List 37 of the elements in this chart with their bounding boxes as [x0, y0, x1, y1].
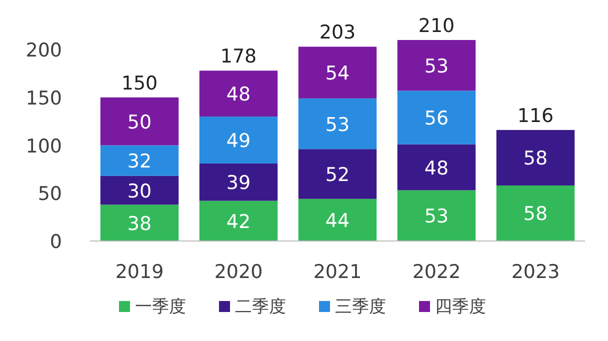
data-label: 44 [325, 210, 350, 232]
data-label: 48 [226, 84, 251, 106]
x-tick-label: 2021 [313, 261, 362, 283]
y-tick-label: 100 [26, 135, 62, 158]
total-label: 203 [319, 22, 356, 44]
data-label: 30 [127, 180, 152, 202]
total-label: 178 [220, 46, 257, 68]
data-label: 32 [127, 150, 152, 173]
y-tick-label: 50 [38, 183, 62, 206]
data-label: 48 [424, 157, 449, 180]
data-label: 49 [226, 130, 251, 152]
legend-label: 一季度 [135, 297, 186, 317]
data-label: 58 [523, 148, 548, 170]
x-tick-label: 2020 [214, 261, 263, 283]
data-label: 52 [325, 164, 350, 186]
data-label: 50 [127, 111, 152, 134]
data-label: 53 [325, 114, 350, 136]
y-tick-label: 150 [26, 87, 62, 110]
x-tick-label: 2023 [511, 261, 560, 283]
x-tick-label: 2022 [412, 261, 461, 283]
data-label: 53 [424, 55, 449, 78]
legend-label: 二季度 [235, 297, 286, 317]
legend-label: 四季度 [435, 297, 486, 317]
data-label: 53 [424, 206, 449, 228]
data-label: 39 [226, 172, 251, 194]
data-label: 54 [325, 62, 350, 85]
total-label: 150 [121, 72, 158, 94]
total-label: 210 [418, 15, 455, 37]
data-label: 56 [424, 108, 449, 130]
y-tick-label: 200 [26, 40, 62, 62]
data-label: 38 [127, 212, 152, 235]
data-label: 42 [226, 210, 251, 233]
legend-label: 三季度 [335, 297, 386, 317]
x-tick-label: 2019 [115, 261, 164, 283]
total-label: 116 [517, 104, 554, 127]
data-label: 58 [523, 203, 548, 226]
y-tick-label: 0 [50, 231, 62, 253]
